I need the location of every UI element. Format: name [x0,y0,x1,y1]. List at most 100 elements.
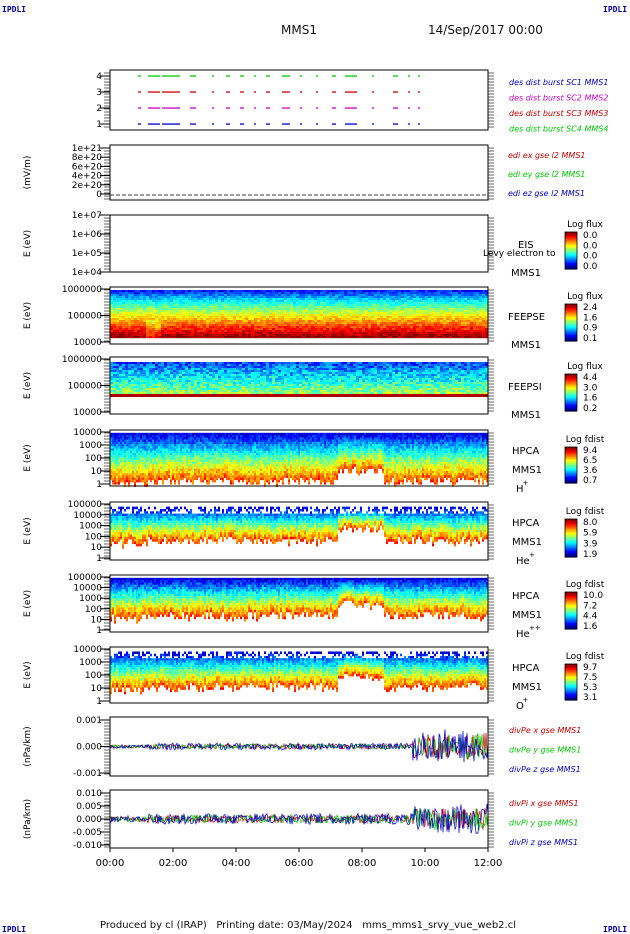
colorbar-tick-label: 0.0 [583,262,598,272]
y-tick-label: 6e+20 [72,162,103,172]
burst-segment [266,91,270,93]
burst-segment [332,107,336,109]
colorbar-tick-label: 4.4 [583,612,598,622]
y-tick-label: 100 [85,532,102,542]
burst-segment [190,107,196,109]
y-tick-label: 8e+20 [72,153,103,163]
y-tick-label: 0.010 [76,789,102,799]
burst-segment [300,91,302,93]
burst-segment [372,91,374,93]
burst-segment [393,91,398,93]
colorbar-title: Log flux [567,292,603,302]
colorbar-tick-label: 7.2 [583,601,597,611]
burst-segment [190,123,196,125]
spacecraft-label: MMS1 [512,682,542,693]
footer-text: Produced by cl (IRAP) Printing date: 03/… [100,920,517,931]
burst-segment [418,107,420,109]
y-tick-label: 1 [96,480,102,490]
y-tick-label: 0.001 [76,716,102,726]
burst-segment [393,123,398,125]
spacecraft-label: MMS1 [512,537,542,548]
instrument-label: HPCA [512,663,540,674]
y-tick-label: 1e+21 [72,144,102,154]
burst-segment [240,75,244,77]
corner-label-top-right: IPDLI [603,5,628,14]
colorbar-tick-label: 5.3 [583,683,597,693]
colorbar-tick-label: 4.4 [583,373,598,383]
y-tick-label: 1e+07 [72,211,102,221]
burst-segment [138,91,141,93]
y-axis-label: E (eV) [23,517,33,544]
spacecraft-label: MMS1 [511,340,541,351]
burst-segment [190,75,196,77]
x-tick-label: 02:00 [159,858,188,869]
y-tick-label: 1000000 [62,355,102,365]
colorbar-tick-label: 9.7 [583,663,597,673]
burst-segment [254,107,256,109]
colorbar-tick-label: 5.9 [583,529,598,539]
y-axis-label: E (eV) [23,302,33,329]
y-tick-label: 10000 [73,584,102,594]
burst-segment [372,75,374,77]
burst-segment [345,75,357,77]
instrument-label: EIS [518,240,534,251]
colorbar-tick-label: 1.6 [583,313,598,323]
x-tick-label: 06:00 [285,858,314,869]
y-tick-label: 10000 [73,408,102,418]
legend-entry: des dist burst SC3 MMS3 [509,109,608,118]
burst-segment [240,123,244,125]
y-axis-label: E (eV) [23,661,33,688]
legend-entry: edi ez gse l2 MMS1 [508,189,585,198]
y-tick-label: 100 [85,605,102,615]
burst-segment [254,123,256,125]
date-title: 14/Sep/2017 00:00 [428,23,543,37]
y-tick-label: -0.010 [73,841,102,851]
burst-segment [408,75,410,77]
burst-segment [300,123,302,125]
panel-divpi: 0.010 0.005 0.000 -0.005 -0.010 (nPa/km) divPi… [23,789,579,851]
burst-segment [282,107,290,109]
burst-segment [418,123,420,125]
legend-entry: edi ex gse l2 MMS1 [508,151,586,160]
y-axis-label: E (eV) [23,372,33,399]
burst-segment [162,107,180,109]
x-axis: 00:00 02:00 04:00 06:00 08:00 10:00 12:00 [96,848,502,869]
y-tick-label: 100000 [68,312,103,322]
burst-segment [212,91,214,93]
colorbar-tick-label: 9.4 [583,446,598,456]
panel-hpca-oplus: 10000 1000 100 10 1 E (eV) Log fdist9.77.55.33… [23,645,605,712]
y-tick-label: 0.000 [76,743,102,753]
spacecraft-title: MMS1 [281,23,317,37]
instrument-label: HPCA [512,518,540,529]
species-charge-label: + [523,479,529,487]
burst-segment [254,75,256,77]
burst-segment [148,107,160,109]
colorbar-tick-label: 2.4 [583,303,598,313]
panel-hpca-hplus: 10000 1000 100 10 1 E (eV) Log fdist9.46.53.60… [23,428,605,495]
instrument-label: HPCA [512,591,540,602]
colorbar-tick-label: 0.2 [583,404,597,414]
spacecraft-label: MMS1 [511,410,541,421]
burst-segment [332,91,336,93]
y-axis-label: (nPa/km) [23,726,33,766]
y-axis-label: (mV/m) [23,156,33,190]
y-axis-label: E (eV) [23,230,33,257]
colorbar-tick-label: 7.5 [583,673,597,683]
colorbar-tick-label: 0.0 [583,231,598,241]
colorbar-tick-label: 6.5 [583,456,597,466]
instrument-label: FEEPSE [508,312,545,323]
burst-segment [148,123,160,125]
x-tick-label: 08:00 [348,858,377,869]
burst-segment [393,75,398,77]
y-tick-label: 1000 [79,441,102,451]
colorbar-tick-label: 1.6 [583,622,598,632]
burst-segment [282,123,290,125]
burst-segment [316,123,318,125]
species-label: He [516,629,530,640]
legend-entry: divPi y gse MMS1 [509,819,579,828]
y-tick-label: 1000000 [62,285,102,295]
burst-segment [418,91,420,93]
burst-segment [162,75,180,77]
